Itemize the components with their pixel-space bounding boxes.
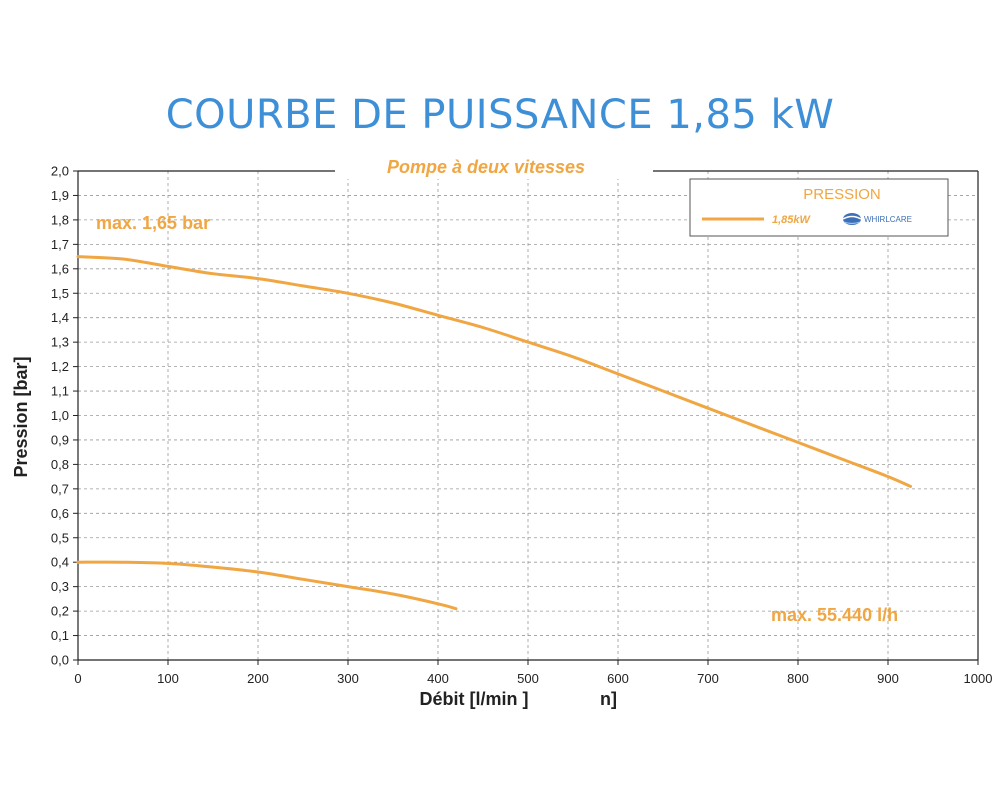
x-tick-labels: 0 100 200 300 400 500 600 700 800 900 1000 bbox=[74, 671, 992, 686]
legend-box bbox=[689, 178, 949, 237]
x-tick-label: 500 bbox=[517, 671, 539, 686]
axes bbox=[73, 170, 979, 665]
y-tick-label: 0,4 bbox=[51, 555, 69, 570]
legend: PRESSION 1,85kW WHIRLCARE bbox=[689, 178, 949, 237]
y-tick-label: 1,0 bbox=[51, 408, 69, 423]
legend-title: PRESSION bbox=[803, 186, 881, 203]
max-flow-annotation: max. 55.440 l/h bbox=[771, 605, 898, 625]
y-tick-label: 0,5 bbox=[51, 530, 69, 545]
chart-subtitle: Pompe à deux vitesses bbox=[387, 157, 585, 177]
grid bbox=[78, 171, 978, 660]
legend-brand: WHIRLCARE bbox=[864, 215, 912, 224]
series-lines bbox=[76, 255, 912, 611]
y-tick-label: 0,8 bbox=[51, 457, 69, 472]
y-tick-label: 0,1 bbox=[51, 628, 69, 643]
y-tick-label: 1,8 bbox=[51, 212, 69, 227]
x-tick-label: 200 bbox=[247, 671, 269, 686]
x-axis-label-fragment: n] bbox=[600, 689, 617, 709]
x-tick-label: 800 bbox=[787, 671, 809, 686]
y-tick-label: 0,3 bbox=[51, 579, 69, 594]
max-pressure-annotation: max. 1,65 bar bbox=[96, 213, 210, 233]
chart-title: COURBE DE PUISSANCE 1,85 kW bbox=[165, 92, 835, 138]
series-line-1 bbox=[76, 255, 912, 488]
legend-entry-label: 1,85kW bbox=[772, 214, 812, 226]
x-tick-label: 100 bbox=[157, 671, 179, 686]
x-tick-label: 400 bbox=[427, 671, 449, 686]
y-tick-label: 0,0 bbox=[51, 653, 69, 668]
y-tick-labels: 0,0 0,1 0,2 0,3 0,4 0,5 0,6 0,7 0,8 0,9 1,0 1,1 1,2 1… bbox=[51, 164, 69, 668]
y-tick-label: 1,9 bbox=[51, 188, 69, 203]
series-line-2 bbox=[76, 560, 458, 611]
y-tick-label: 0,9 bbox=[51, 432, 69, 447]
y-tick-label: 2,0 bbox=[51, 164, 69, 179]
x-tick-label: 0 bbox=[74, 671, 81, 686]
whirlcare-logo-icon bbox=[842, 213, 862, 225]
y-tick-label: 1,6 bbox=[51, 261, 69, 276]
x-tick-label: 300 bbox=[337, 671, 359, 686]
x-tick-label: 1000 bbox=[964, 671, 993, 686]
x-tick-label: 600 bbox=[607, 671, 629, 686]
y-tick-label: 1,2 bbox=[51, 359, 69, 374]
x-axis-label: Débit [l/min ] bbox=[420, 689, 529, 709]
y-tick-label: 1,7 bbox=[51, 237, 69, 252]
y-tick-label: 0,2 bbox=[51, 604, 69, 619]
y-tick-label: 1,4 bbox=[51, 310, 69, 325]
x-tick-label: 700 bbox=[697, 671, 719, 686]
y-tick-label: 0,7 bbox=[51, 481, 69, 496]
y-axis-label: Pression [bar] bbox=[11, 356, 31, 477]
y-tick-label: 1,1 bbox=[51, 384, 69, 399]
y-tick-label: 1,3 bbox=[51, 335, 69, 350]
y-tick-label: 0,6 bbox=[51, 506, 69, 521]
x-tick-label: 900 bbox=[877, 671, 899, 686]
subtitle-background bbox=[335, 155, 653, 179]
y-tick-label: 1,5 bbox=[51, 286, 69, 301]
